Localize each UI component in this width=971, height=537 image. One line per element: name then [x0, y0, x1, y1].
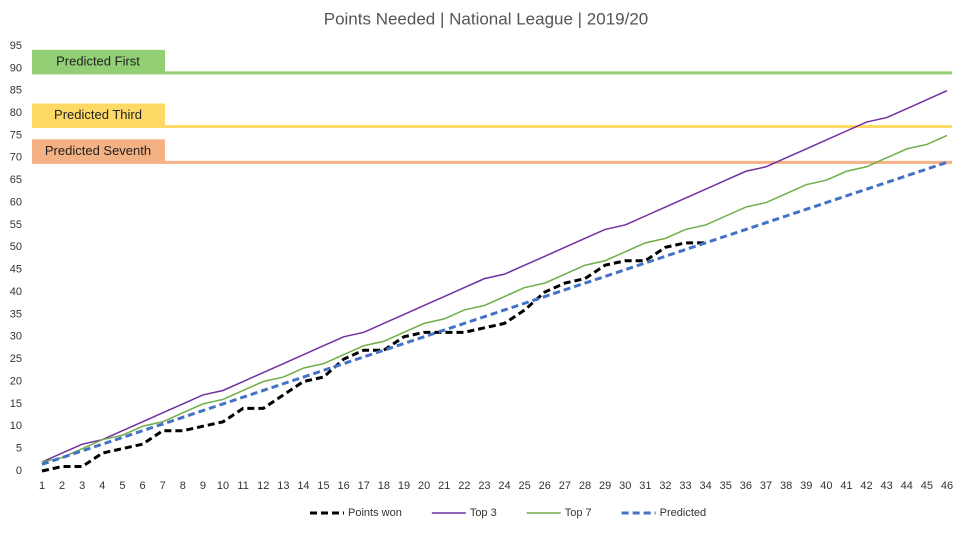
x-tick-label: 32: [659, 480, 671, 492]
y-tick-label: 20: [10, 375, 22, 387]
legend-label: Predicted: [660, 507, 706, 519]
x-tick-label: 4: [99, 480, 105, 492]
x-tick-label: 43: [881, 480, 893, 492]
x-tick-label: 34: [700, 480, 712, 492]
y-tick-label: 55: [10, 219, 22, 231]
y-tick-label: 35: [10, 308, 22, 320]
reference-label-box: [32, 103, 165, 127]
reference-label: Predicted Third: [54, 107, 142, 122]
x-tick-label: 41: [840, 480, 852, 492]
x-tick-label: 1: [39, 480, 45, 492]
x-tick-label: 29: [599, 480, 611, 492]
x-tick-label: 16: [338, 480, 350, 492]
y-tick-label: 40: [10, 286, 22, 298]
x-tick-label: 5: [119, 480, 125, 492]
x-tick-label: 6: [139, 480, 145, 492]
x-tick-label: 25: [519, 480, 531, 492]
x-tick-label: 37: [760, 480, 772, 492]
x-tick-label: 44: [901, 480, 913, 492]
x-tick-label: 26: [539, 480, 551, 492]
x-tick-label: 2: [59, 480, 65, 492]
x-tick-label: 46: [941, 480, 953, 492]
y-tick-label: 10: [10, 420, 22, 432]
series-line: [41, 241, 706, 473]
x-tick-label: 28: [579, 480, 591, 492]
x-tick-label: 42: [860, 480, 872, 492]
x-tick-label: 3: [79, 480, 85, 492]
reference-label-box: [32, 139, 165, 163]
x-tick-label: 14: [297, 480, 309, 492]
series-line: [41, 90, 948, 463]
legend-label: Top 7: [565, 507, 592, 519]
x-tick-label: 10: [217, 480, 229, 492]
x-tick-label: 36: [740, 480, 752, 492]
x-tick-label: 7: [160, 480, 166, 492]
x-tick-label: 15: [317, 480, 329, 492]
x-tick-label: 30: [619, 480, 631, 492]
x-tick-label: 12: [257, 480, 269, 492]
x-tick-label: 40: [820, 480, 832, 492]
y-tick-label: 65: [10, 174, 22, 186]
legend-label: Top 3: [470, 507, 497, 519]
x-tick-label: 22: [458, 480, 470, 492]
y-tick-label: 5: [16, 443, 22, 455]
y-tick-label: 15: [10, 398, 22, 410]
y-tick-label: 25: [10, 353, 22, 365]
y-tick-label: 80: [10, 107, 22, 119]
series-line: [41, 160, 948, 466]
x-tick-label: 38: [780, 480, 792, 492]
y-tick-label: 50: [10, 241, 22, 253]
x-tick-label: 20: [418, 480, 430, 492]
x-tick-label: 33: [679, 480, 691, 492]
y-tick-label: 95: [10, 40, 22, 52]
x-tick-label: 9: [200, 480, 206, 492]
x-tick-label: 19: [398, 480, 410, 492]
x-tick-label: 23: [478, 480, 490, 492]
x-tick-label: 31: [639, 480, 651, 492]
reference-label: Predicted Seventh: [45, 143, 151, 158]
y-tick-label: 75: [10, 129, 22, 141]
reference-label-box: [32, 49, 165, 73]
y-tick-label: 60: [10, 196, 22, 208]
chart-title: Points Needed | National League | 2019/2…: [324, 9, 649, 28]
x-tick-label: 27: [559, 480, 571, 492]
reference-label: Predicted First: [56, 53, 140, 68]
series-line: [41, 134, 948, 463]
y-tick-label: 0: [16, 465, 22, 477]
x-tick-label: 13: [277, 480, 289, 492]
y-tick-label: 90: [10, 62, 22, 74]
x-tick-label: 24: [498, 480, 510, 492]
x-tick-label: 35: [720, 480, 732, 492]
y-tick-label: 45: [10, 264, 22, 276]
x-tick-label: 11: [237, 480, 248, 492]
x-tick-label: 17: [358, 480, 370, 492]
y-tick-label: 30: [10, 331, 22, 343]
y-tick-label: 70: [10, 152, 22, 164]
legend-label: Points won: [348, 507, 402, 519]
x-tick-label: 21: [438, 480, 450, 492]
x-tick-label: 45: [921, 480, 933, 492]
y-tick-label: 85: [10, 85, 22, 97]
x-tick-label: 8: [180, 480, 186, 492]
x-tick-label: 39: [800, 480, 812, 492]
x-tick-label: 18: [378, 480, 390, 492]
